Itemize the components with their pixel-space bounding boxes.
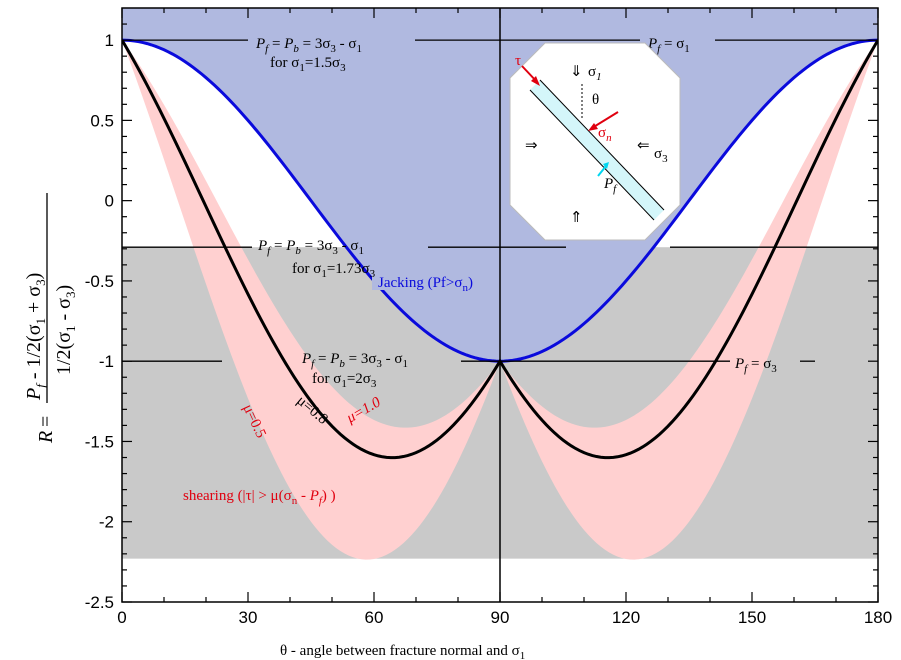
x-tick-label: 60 [365, 608, 384, 627]
svg-text:R: R [35, 431, 57, 444]
svg-text:Pf = Pb = 3σ3 - σ1: Pf = Pb = 3σ3 - σ1 [301, 351, 408, 370]
y-tick-label: -0.5 [85, 272, 114, 291]
label-line1-left: Pf = Pb = 3σ3 - σ1 for σ1=1.5σ3 [251, 30, 411, 74]
inset-theta-label: θ [592, 92, 599, 108]
fracture-line-2 [539, 79, 665, 211]
svg-text:1/2(σ1 - σ3): 1/2(σ1 - σ3) [53, 285, 78, 375]
axis-ticks [121, 8, 879, 603]
sigma1-bottom-arrow: ⇑ [570, 210, 583, 226]
sigma1-arrow: ⇓ [570, 64, 583, 80]
x-axis-label: θ - angle between fracture normal and σ1 [280, 643, 525, 660]
svg-text:for σ1=1.5σ3: for σ1=1.5σ3 [270, 55, 346, 74]
label-line1-right: Pf = σ1 [644, 32, 712, 55]
sigman-arrow [591, 111, 619, 129]
sigma3-right-arrow: ⇐ [637, 138, 650, 154]
svg-text:for σ1=2σ3: for σ1=2σ3 [312, 371, 377, 390]
y-tick-label: -1 [99, 352, 114, 371]
inset-diagram: τ ⇓ σ1 θ σn ⇒ ⇐ σ3 Pf ⇑ [509, 42, 681, 241]
pf-arrow [597, 165, 607, 177]
reference-lines [122, 39, 878, 362]
svg-text:for σ1=1.73σ3: for σ1=1.73σ3 [292, 261, 376, 280]
y-tick-label: -2 [99, 513, 114, 532]
x-tick-label: 180 [864, 608, 892, 627]
inset-tau-label: τ [515, 53, 521, 69]
fracture-line-1 [529, 89, 655, 221]
svg-text:Pf - 1/2(σ1 + σ3): Pf - 1/2(σ1 + σ3) [23, 273, 48, 401]
y-tick-label: 0 [105, 192, 114, 211]
svg-text:Pf = Pb = 3σ3 - σ1: Pf = Pb = 3σ3 - σ1 [257, 238, 364, 257]
jacking-label: Jacking (Pf>σn) [378, 275, 473, 294]
y-axis-label: R = Pf - 1/2(σ1 + σ3) 1/2(σ1 - σ3) [23, 193, 78, 444]
svg-text:Pf = Pb = 3σ3 - σ1: Pf = Pb = 3σ3 - σ1 [255, 36, 362, 55]
label-line2: Pf = Pb = 3σ3 - σ1 for σ1=1.73σ3 [257, 238, 376, 280]
svg-text:Pf = σ1: Pf = σ1 [647, 36, 690, 55]
x-tick-label: 150 [738, 608, 766, 627]
x-tick-label: 30 [239, 608, 258, 627]
label-line3-right: Pf = σ3 [734, 356, 777, 375]
jacking-gap [372, 228, 398, 290]
y-tick-label: -1.5 [85, 432, 114, 451]
svg-text:Pf = σ3: Pf = σ3 [734, 356, 777, 375]
label-line3-left: Pf = Pb = 3σ3 - σ1 for σ1=2σ3 [301, 351, 408, 390]
shearing-label: shearing (|τ| > μ(σn - Pf) ) [183, 488, 336, 507]
mu-range-region [122, 40, 878, 560]
svg-text:=: = [35, 416, 57, 427]
sigma3-left-arrow: ⇒ [525, 138, 538, 154]
x-tick-label: 120 [612, 608, 640, 627]
x-tick-label: 0 [117, 608, 126, 627]
y-tick-label: -2.5 [85, 593, 114, 612]
y-tick-label: 0.5 [90, 111, 114, 130]
fracture-band [530, 80, 664, 220]
x-tick-label: 90 [491, 608, 510, 627]
y-tick-label: 1 [105, 31, 114, 50]
